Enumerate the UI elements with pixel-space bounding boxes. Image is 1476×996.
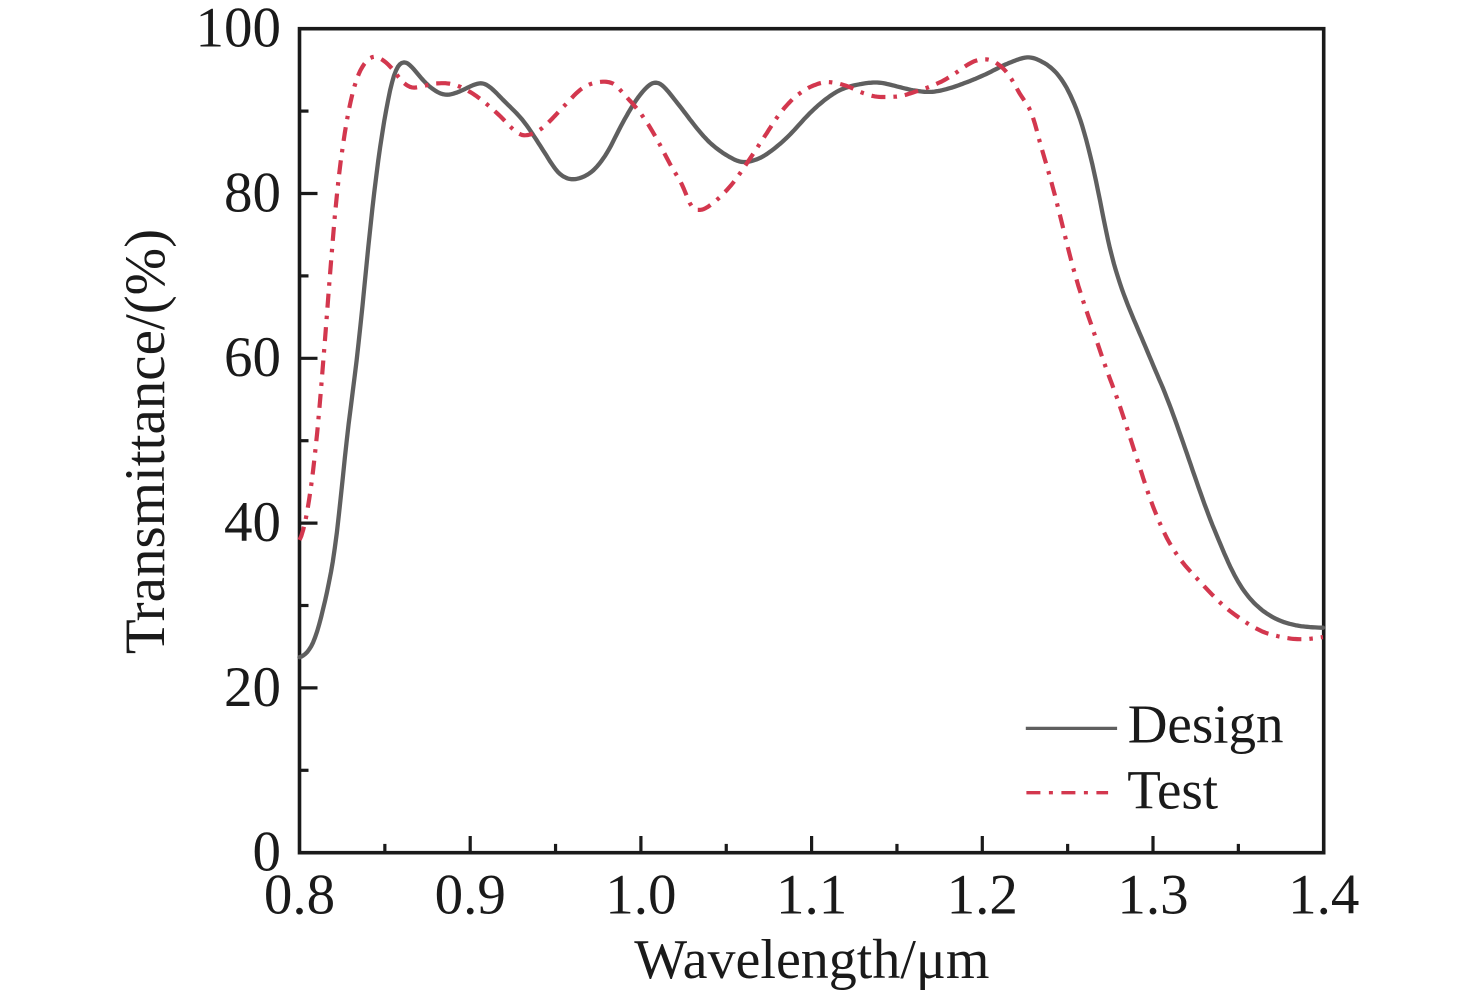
- svg-text:1.1: 1.1: [776, 864, 847, 927]
- svg-text:1.0: 1.0: [605, 864, 676, 927]
- svg-text:80: 80: [224, 161, 281, 224]
- svg-text:0.8: 0.8: [264, 864, 335, 927]
- svg-text:Transmittance/(%): Transmittance/(%): [114, 229, 177, 654]
- svg-text:0.9: 0.9: [435, 864, 506, 927]
- svg-text:Wavelength/μm: Wavelength/μm: [634, 929, 989, 991]
- svg-text:40: 40: [224, 491, 281, 554]
- svg-text:1.3: 1.3: [1117, 864, 1188, 927]
- svg-text:1.4: 1.4: [1288, 864, 1359, 927]
- svg-text:Design: Design: [1128, 694, 1284, 755]
- svg-text:1.2: 1.2: [947, 864, 1018, 927]
- svg-text:60: 60: [224, 326, 281, 389]
- svg-text:20: 20: [224, 656, 281, 719]
- svg-text:Test: Test: [1127, 760, 1218, 821]
- svg-text:100: 100: [196, 0, 282, 60]
- svg-text:0: 0: [253, 821, 282, 884]
